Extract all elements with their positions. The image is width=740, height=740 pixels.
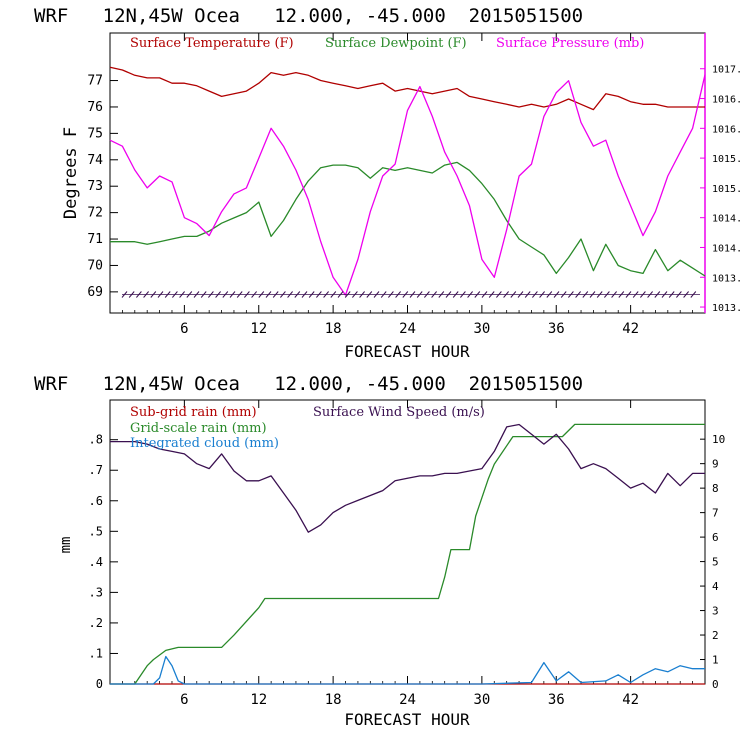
y2-tick-label: 10: [712, 433, 725, 446]
legend-entry-grid-scale-rain-mm: Grid-scale rain (mm): [130, 421, 267, 436]
x-tick-label: 30: [473, 692, 490, 708]
y-tick-label: 75: [87, 126, 103, 141]
y-tick-label: .8: [89, 433, 103, 447]
y-tick-label: 76: [87, 100, 103, 115]
legend-entry-surface-temperature-f: Surface Temperature (F): [130, 36, 294, 51]
y2-tick-label: 1016.5: [712, 95, 740, 106]
top-chart-layer: 6 12 18 24 30 36 42 69 70 71 72 73 74 75 76 77 1013.0 101…: [87, 33, 740, 337]
x-tick-label: 24: [399, 692, 416, 708]
y-tick-label: 74: [87, 153, 103, 168]
series-line-grid-scale-rain-mm: [110, 423, 705, 685]
y2-tick-label: 1014.0: [712, 243, 740, 254]
series-line-surface-dewpoint-f: [110, 161, 706, 277]
y2-tick-label: 1016.0: [712, 124, 740, 135]
y2-tick-label: 8: [712, 482, 719, 495]
y-tick-label: .4: [89, 555, 103, 569]
series-line-surface-temperature-f: [109, 66, 705, 111]
x-tick-label: 36: [548, 321, 565, 337]
y2-tick-label: 4: [712, 580, 719, 593]
y-tick-label: .3: [89, 585, 103, 599]
x-tick-label: 12: [250, 692, 267, 708]
top-panel-header: WRF 12N,45W Ocea 12.000, -45.000 2015051…: [34, 5, 583, 27]
series-line-surface-wind-speed-m-s: [110, 423, 705, 533]
y2-tick-label: 1013.5: [712, 273, 740, 284]
bottom-x-axis-title: FORECAST HOUR: [344, 710, 470, 729]
bottom-panel-header: WRF 12N,45W Ocea 12.000, -45.000 2015051…: [34, 373, 583, 395]
series-line-surface-pressure-mb: [109, 74, 706, 296]
top-plot-frame: [109, 32, 706, 314]
y-tick-label: 73: [87, 179, 103, 194]
x-tick-label: 6: [180, 692, 188, 708]
y-tick-label: 70: [87, 258, 103, 273]
y2-tick-label: 3: [712, 605, 719, 618]
x-tick-label: 18: [325, 321, 342, 337]
x-tick-label: 36: [548, 692, 565, 708]
y-tick-label: .5: [89, 524, 103, 538]
y2-tick-label: 1: [712, 654, 719, 667]
top-y-axis-title: Degrees F: [61, 127, 81, 219]
legend-entry-surface-pressure-mb: Surface Pressure (mb): [496, 36, 644, 51]
legend-entry-sub-grid-rain-mm: Sub-grid rain (mm): [130, 405, 257, 420]
x-tick-label: 12: [250, 321, 267, 337]
y-tick-label: .2: [89, 616, 103, 630]
y-tick-label: .7: [89, 463, 103, 477]
y-tick-label: 0: [96, 677, 103, 691]
series-line-integrated-cloud-mm: [110, 655, 705, 685]
legend-entry-surface-dewpoint-f: Surface Dewpoint (F): [325, 36, 467, 51]
y-tick-label: .1: [89, 646, 103, 660]
y2-tick-label: 6: [712, 531, 719, 544]
y2-tick-label: 9: [712, 458, 719, 471]
y2-tick-label: 1014.5: [712, 214, 740, 225]
x-tick-label: 6: [180, 321, 188, 337]
y2-tick-label: 0: [712, 678, 719, 691]
y2-tick-label: 1017.0: [712, 65, 740, 76]
x-tick-label: 30: [473, 321, 490, 337]
x-tick-label: 42: [622, 321, 639, 337]
y2-tick-label: 1013.0: [712, 303, 740, 314]
y2-tick-label: 1015.5: [712, 154, 740, 165]
y2-tick-label: 2: [712, 629, 719, 642]
y2-tick-label: 7: [712, 507, 719, 520]
legend-entry-integrated-cloud-mm: Integrated cloud (mm): [130, 436, 279, 451]
bottom-y-axis-title: mm: [58, 537, 74, 554]
y-tick-label: .6: [89, 494, 103, 508]
y-tick-label: 77: [87, 74, 103, 89]
y2-tick-label: 5: [712, 556, 719, 569]
x-tick-label: 42: [622, 692, 639, 708]
y-tick-label: 69: [87, 285, 103, 300]
y-tick-label: 71: [87, 232, 103, 247]
legend-entry-surface-wind-speed-m-s: Surface Wind Speed (m/s): [313, 405, 485, 420]
x-tick-label: 24: [399, 321, 416, 337]
x-tick-label: 18: [325, 692, 342, 708]
y2-tick-label: 1015.0: [712, 184, 740, 195]
bottom-chart-layer: 6 12 18 24 30 36 420.1.2.3.4.5.6.7.80123456789…: [89, 400, 725, 708]
y-tick-label: 72: [87, 206, 103, 221]
top-x-axis-title: FORECAST HOUR: [344, 342, 470, 361]
